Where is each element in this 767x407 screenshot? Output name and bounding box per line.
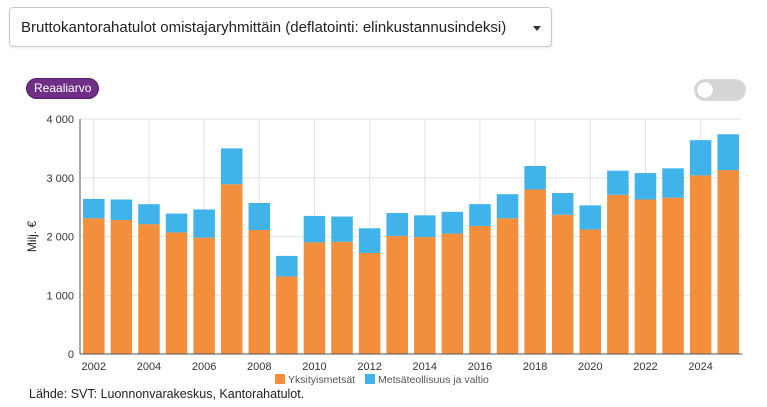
x-tick-label: 2014	[413, 361, 437, 373]
bar-industry-2025	[717, 134, 739, 171]
x-tick-label: 2024	[688, 361, 712, 373]
bar-private-2009	[276, 276, 298, 354]
x-tick-label: 2022	[633, 361, 657, 373]
bar-private-2018	[524, 189, 546, 354]
bar-industry-2020	[579, 205, 602, 230]
bar-private-2015	[441, 233, 464, 354]
bar-private-2025	[717, 170, 739, 354]
bar-industry-2018	[524, 166, 546, 190]
bar-industry-2007	[220, 148, 243, 185]
toggle-knob	[697, 82, 713, 98]
bar-industry-2009	[276, 255, 298, 277]
x-tick-label: 2018	[523, 361, 547, 373]
y-tick-label: 4 000	[46, 114, 74, 126]
bar-industry-2011	[331, 216, 353, 242]
y-axis-title: Milj. €	[25, 221, 39, 253]
bar-industry-2010	[303, 215, 326, 243]
bar-private-2017	[496, 218, 519, 354]
bar-industry-2021	[607, 170, 629, 195]
bar-industry-2003	[110, 199, 133, 221]
value-type-toggle[interactable]	[694, 79, 746, 101]
bar-industry-2008	[248, 203, 271, 231]
y-tick-label: 1 000	[46, 290, 74, 302]
chart-select-dropdown[interactable]: Bruttokantorahatulot omistajaryhmittäin …	[9, 7, 552, 47]
legend-label-industry: Metsäteollisuus ja valtio	[378, 374, 489, 386]
y-tick-label: 0	[68, 349, 74, 361]
legend-label-private: Yksityismetsät	[288, 374, 355, 386]
bar-private-2021	[607, 194, 629, 354]
bar-private-2003	[110, 220, 133, 354]
x-tick-label: 2004	[137, 361, 161, 373]
bar-private-2012	[358, 252, 381, 354]
bar-private-2023	[662, 197, 684, 354]
source-note: Lähde: SVT: Luonnonvarakeskus, Kantoraha…	[29, 387, 305, 401]
bar-private-2005	[165, 232, 188, 354]
x-tick-label: 2016	[468, 361, 492, 373]
bar-industry-2022	[634, 173, 657, 200]
bar-industry-2023	[662, 168, 684, 198]
bar-private-2016	[469, 225, 491, 354]
x-tick-label: 2008	[247, 361, 271, 373]
bar-private-2011	[331, 241, 353, 354]
bar-private-2020	[579, 229, 602, 354]
real-value-badge: Reaaliarvo	[27, 79, 99, 98]
bar-private-2014	[414, 237, 436, 354]
bar-industry-2004	[138, 204, 160, 225]
x-tick-label: 2010	[302, 361, 326, 373]
bar-industry-2006	[193, 209, 215, 238]
bar-industry-2024	[689, 140, 712, 176]
bar-industry-2005	[165, 213, 188, 233]
legend-swatch-industry	[365, 374, 375, 384]
bar-private-2002	[83, 218, 105, 354]
bar-industry-2012	[358, 228, 381, 253]
caret-down-icon	[533, 26, 541, 31]
bar-private-2019	[551, 214, 574, 354]
bar-industry-2017	[496, 194, 519, 219]
bar-private-2022	[634, 199, 657, 354]
bar-industry-2016	[469, 204, 491, 226]
bar-industry-2014	[414, 215, 436, 238]
bar-industry-2015	[441, 211, 464, 234]
bar-industry-2019	[551, 193, 574, 215]
bar-private-2004	[138, 224, 160, 354]
bar-private-2010	[303, 242, 326, 354]
bar-industry-2013	[386, 213, 408, 236]
bar-private-2013	[386, 235, 408, 354]
y-tick-label: 2 000	[46, 232, 74, 244]
bar-private-2008	[248, 230, 271, 354]
x-tick-label: 2006	[192, 361, 216, 373]
x-tick-label: 2002	[82, 361, 106, 373]
x-tick-label: 2020	[578, 361, 602, 373]
bar-industry-2002	[83, 198, 105, 219]
bar-chart: 0 1 000 2 000 3 000 4 000 2002 2004 2006 2008 201…	[25, 114, 742, 386]
bar-private-2006	[193, 237, 215, 354]
y-tick-label: 3 000	[46, 173, 74, 185]
x-tick-label: 2012	[357, 361, 381, 373]
bar-private-2024	[689, 175, 712, 354]
legend-swatch-private	[275, 374, 285, 384]
dropdown-selected-value: Bruttokantorahatulot omistajaryhmittäin …	[21, 19, 507, 36]
bar-private-2007	[220, 184, 243, 354]
